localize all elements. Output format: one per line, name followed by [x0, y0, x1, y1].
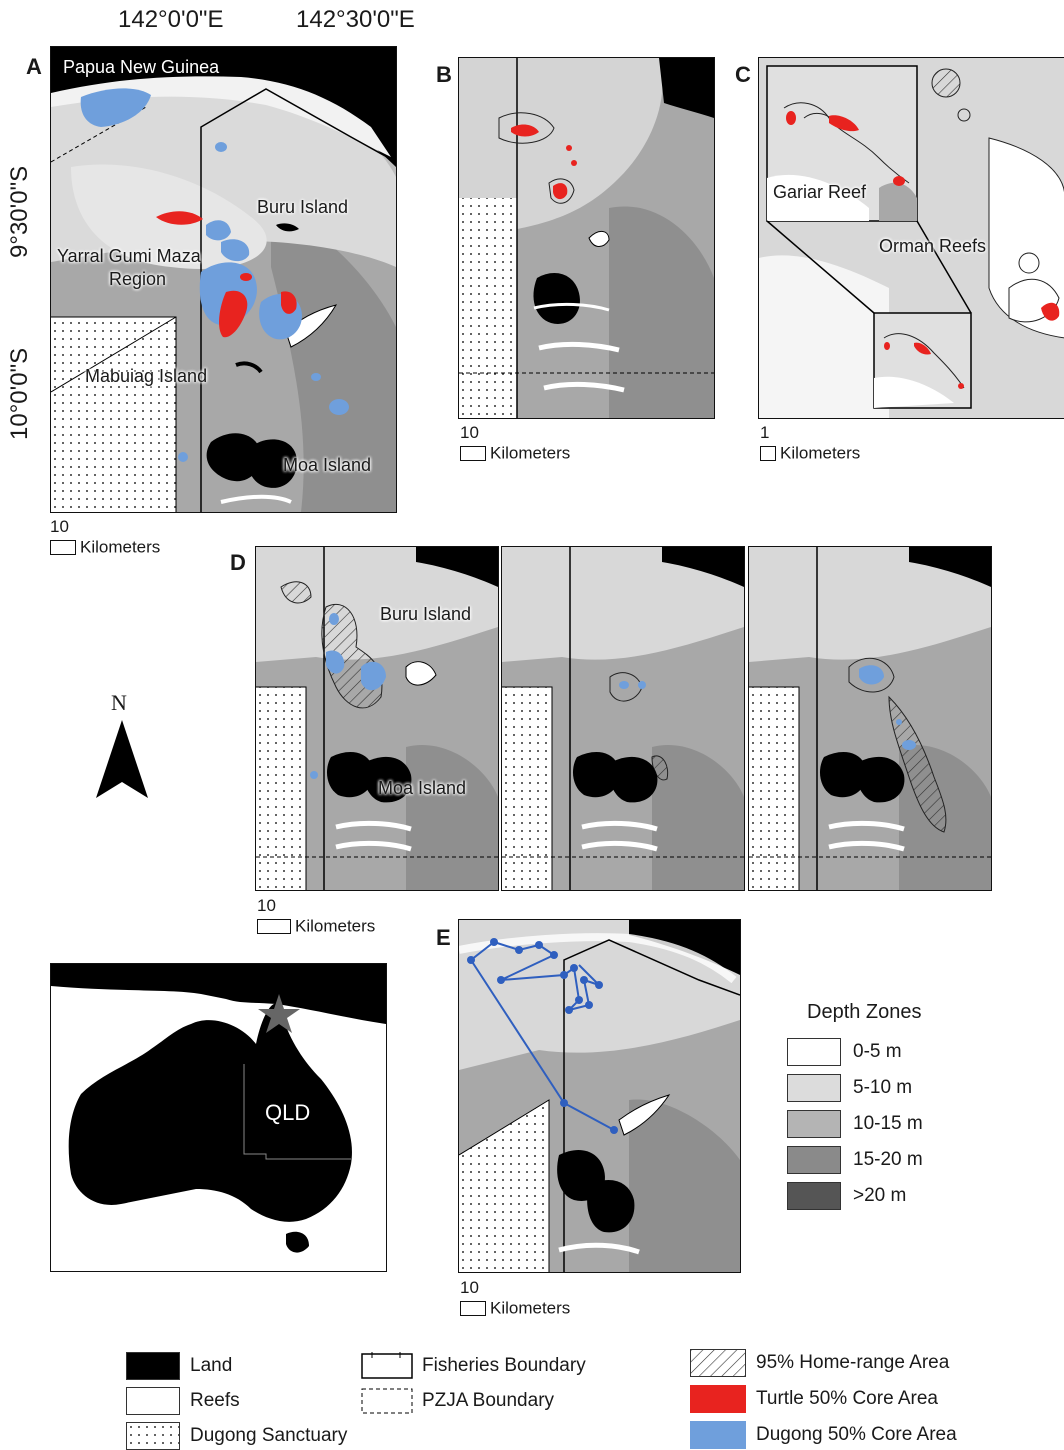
scale-bar	[460, 446, 486, 462]
panel-a-svg	[51, 47, 396, 512]
panel-c-map: Gariar Reef Orman Reefs	[758, 57, 1064, 419]
legend-home-range: 95% Home-range Area	[690, 1349, 949, 1377]
panel-c-letter: C	[735, 62, 751, 87]
panel-b-scale: 10 Kilometers	[460, 423, 570, 464]
longitude-label-142-0: 142°0'0"E	[118, 6, 224, 33]
label-region: Region	[109, 269, 167, 289]
panel-b-svg	[459, 58, 714, 418]
label-moa-island: Moa Island	[283, 455, 372, 475]
reefs-swatch	[126, 1387, 180, 1415]
panel-a-letter: A	[26, 54, 42, 79]
dugong-core-swatch	[690, 1421, 746, 1449]
label-yarral-gumi-maza: Yarral Gumi Maza	[57, 246, 201, 266]
scale-number: 1	[760, 423, 770, 442]
panel-d3-svg	[749, 547, 991, 890]
scale-unit: Kilometers	[490, 1298, 571, 1318]
latitude-label-9-30: 9°30'0"S	[6, 165, 33, 258]
scale-bar	[760, 446, 776, 462]
panel-e-scale: 10 Kilometers	[460, 1278, 570, 1319]
label-papua-new-guinea: Papua New Guinea	[63, 57, 220, 77]
scale-unit: Kilometers	[80, 537, 161, 557]
panel-d-scale: 10 Kilometers	[257, 896, 375, 937]
legend-pzja-boundary: PZJA Boundary	[360, 1387, 554, 1415]
depth-label-10-15: 10-15 m	[853, 1113, 923, 1134]
fisheries-boundary-swatch	[361, 1352, 413, 1379]
australia-svg	[51, 964, 386, 1271]
panel-d-map-3	[748, 546, 992, 891]
depth-label-5-10: 5-10 m	[853, 1077, 913, 1098]
depth-swatch-0-5	[787, 1038, 841, 1066]
scale-number: 10	[460, 423, 479, 442]
land-swatch	[126, 1352, 180, 1380]
label-qld: QLD	[265, 1100, 311, 1125]
depth-zone-10-15: 10-15 m	[787, 1110, 923, 1138]
scale-bar	[257, 919, 291, 935]
label-mabuiag-island: Mabuiag Island	[85, 366, 208, 386]
latitude-label-10-0: 10°0'0"S	[6, 347, 33, 440]
longitude-label-142-30: 142°30'0"E	[296, 6, 415, 33]
panel-d2-svg	[502, 547, 744, 890]
label-buru-island-d: Buru Island	[380, 604, 472, 624]
legend-dugong-core-label: Dugong 50% Core Area	[756, 1424, 957, 1445]
pzja-boundary-swatch	[361, 1388, 413, 1414]
panel-c-scale: 1 Kilometers	[760, 423, 860, 464]
depth-swatch-20-plus	[787, 1182, 841, 1210]
scale-number: 10	[257, 896, 276, 915]
panel-d-map-1: Buru Island Moa Island	[255, 546, 499, 891]
legend-turtle-core-label: Turtle 50% Core Area	[756, 1388, 938, 1409]
depth-zone-15-20: 15-20 m	[787, 1146, 923, 1174]
depth-zone-5-10: 5-10 m	[787, 1074, 912, 1102]
scale-bar	[460, 1301, 486, 1317]
home-range-swatch	[690, 1349, 746, 1377]
north-arrow-icon	[96, 720, 148, 798]
label-orman-reefs: Orman Reefs	[879, 236, 987, 256]
legend-dugong-sanctuary: Dugong Sanctuary	[126, 1422, 347, 1450]
inset-australia-map: QLD	[50, 963, 387, 1272]
scale-unit: Kilometers	[490, 443, 571, 463]
scale-number: 10	[460, 1278, 479, 1297]
panel-d-letter: D	[230, 550, 246, 575]
north-arrow: N	[94, 690, 150, 805]
legend-reefs-label: Reefs	[190, 1390, 240, 1411]
panel-e-letter: E	[436, 925, 451, 950]
depth-label-15-20: 15-20 m	[853, 1149, 923, 1170]
panel-e-svg	[459, 920, 740, 1272]
depth-zone-20-plus: >20 m	[787, 1182, 906, 1210]
legend-dugong-core: Dugong 50% Core Area	[690, 1421, 957, 1449]
legend-fisheries-boundary: Fisheries Boundary	[360, 1352, 586, 1380]
panel-a-scale: 10 Kilometers	[50, 517, 160, 558]
legend-home-range-label: 95% Home-range Area	[756, 1352, 950, 1373]
north-label: N	[111, 690, 127, 715]
legend-pzja-boundary-label: PZJA Boundary	[422, 1390, 555, 1411]
panel-b-letter: B	[436, 62, 452, 87]
scale-unit: Kilometers	[295, 916, 376, 936]
legend-dugong-sanctuary-label: Dugong Sanctuary	[190, 1425, 348, 1446]
scale-unit: Kilometers	[780, 443, 861, 463]
panel-a-map: Papua New Guinea Buru Island Yarral Gumi…	[50, 46, 397, 513]
panel-d-map-2	[501, 546, 745, 891]
label-gariar-reef: Gariar Reef	[773, 182, 867, 202]
scale-bar	[50, 540, 76, 556]
label-buru-island: Buru Island	[257, 197, 349, 217]
turtle-core-swatch	[690, 1385, 746, 1413]
depth-swatch-10-15	[787, 1110, 841, 1138]
legend-land-label: Land	[190, 1355, 233, 1376]
dugong-sanctuary-swatch	[126, 1422, 180, 1450]
scale-number: 10	[50, 517, 69, 536]
panel-b-map	[458, 57, 715, 419]
legend-land: Land	[126, 1352, 232, 1380]
depth-label-20-plus: >20 m	[853, 1185, 907, 1206]
legend-fisheries-boundary-label: Fisheries Boundary	[422, 1355, 586, 1376]
depth-swatch-5-10	[787, 1074, 841, 1102]
depth-label-0-5: 0-5 m	[853, 1041, 902, 1062]
depth-zone-0-5: 0-5 m	[787, 1038, 902, 1066]
legend-reefs: Reefs	[126, 1387, 240, 1415]
panel-e-map	[458, 919, 741, 1273]
depth-swatch-15-20	[787, 1146, 841, 1174]
panel-d1-svg	[256, 547, 498, 890]
panel-c-svg	[759, 58, 1064, 418]
label-moa-island-d: Moa Island	[378, 778, 467, 798]
legend-turtle-core: Turtle 50% Core Area	[690, 1385, 938, 1413]
depth-legend-title: Depth Zones	[807, 1001, 922, 1023]
